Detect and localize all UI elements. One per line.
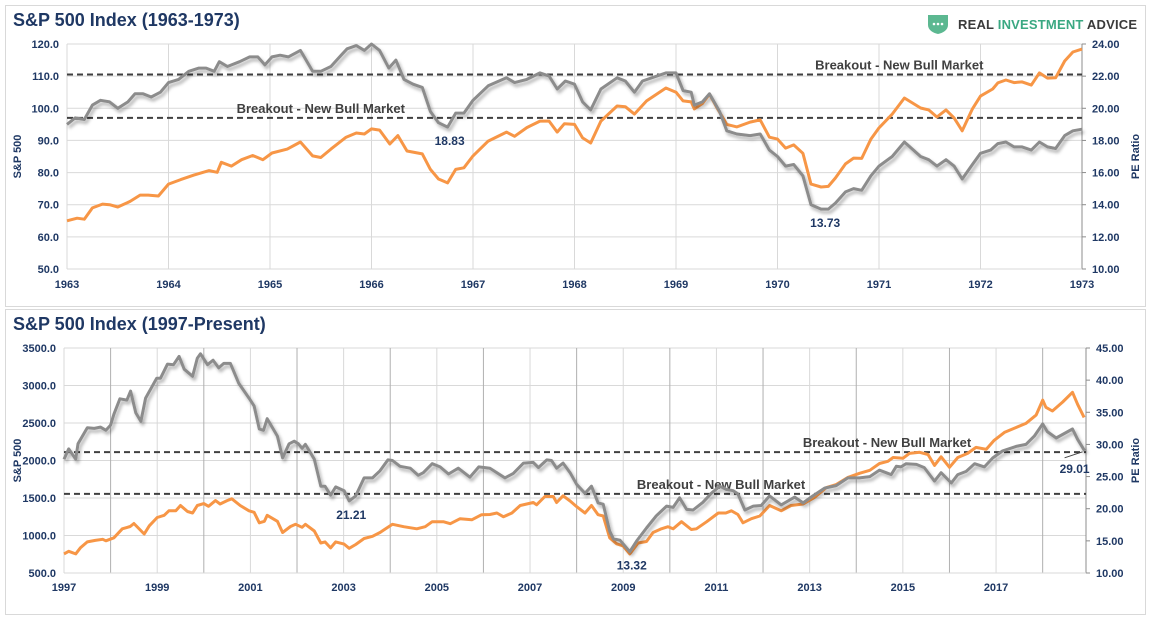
y2-tick-label: 12.00 xyxy=(1092,232,1120,244)
breakout-label: Breakout - New Bull Market xyxy=(237,101,406,116)
logo-text-advice: ADVICE xyxy=(1083,16,1138,32)
y-tick-label: 500.0 xyxy=(28,568,56,580)
y-tick-label: 3500.0 xyxy=(22,343,56,355)
x-tick-label: 2005 xyxy=(425,582,449,594)
y-tick-label: 100.0 xyxy=(31,103,59,115)
x-tick-label: 2015 xyxy=(891,582,915,594)
breakout-label: Breakout - New Bull Market xyxy=(637,477,806,492)
y2-tick-label: 25.00 xyxy=(1096,472,1124,484)
y-axis-title: S&P 500 xyxy=(12,135,24,179)
x-tick-label: 2017 xyxy=(984,582,1008,594)
y-tick-label: 2500.0 xyxy=(22,418,56,430)
x-tick-label: 1963 xyxy=(55,279,79,291)
y2-tick-label: 24.00 xyxy=(1092,39,1120,51)
x-tick-label: 1997 xyxy=(52,582,76,594)
y-tick-label: 70.0 xyxy=(38,200,59,212)
y-tick-label: 1000.0 xyxy=(22,531,56,543)
y2-tick-label: 14.00 xyxy=(1092,200,1120,212)
logo-text: REAL INVESTMENT ADVICE xyxy=(958,17,1137,32)
chart-1997-present: 500.0 1000.0 1500.0 2000.0 2500.0 3000.0 3500.… xyxy=(12,343,1142,594)
x-tick-label: 1970 xyxy=(765,279,789,291)
y2-tick-label: 30.00 xyxy=(1096,439,1124,451)
y2-axis-title: PE Ratio xyxy=(1130,438,1142,484)
logo: REAL INVESTMENT ADVICE xyxy=(926,13,1137,35)
y2-tick-label: 18.00 xyxy=(1092,135,1120,147)
y-tick-label: 90.0 xyxy=(38,135,59,147)
y-tick-label: 2000.0 xyxy=(22,456,56,468)
chart-1963-1973: 50.0 60.0 70.0 80.0 90.0 100.0 110.0 120.0 10.00… xyxy=(12,39,1142,291)
pe-ratio-line xyxy=(66,42,1083,211)
breakout-label: Breakout - New Bull Market xyxy=(815,58,984,73)
chart-panel-1963-1973: 50.0 60.0 70.0 80.0 90.0 100.0 110.0 120.0 10.00… xyxy=(5,5,1146,307)
pe-value-annotation: 29.01 xyxy=(1060,462,1090,476)
logo-text-real: REAL xyxy=(958,16,998,32)
pe-low-annotation: 18.83 xyxy=(435,134,465,148)
shield-logo-icon xyxy=(928,15,948,34)
x-tick-label: 1967 xyxy=(461,279,485,291)
y2-tick-label: 45.00 xyxy=(1096,343,1124,355)
x-tick-label: 1964 xyxy=(156,279,181,291)
y-axis-title: S&P 500 xyxy=(12,439,24,483)
sp500-line xyxy=(63,390,1086,556)
pe-ratio-line xyxy=(62,352,1086,554)
y2-tick-label: 22.00 xyxy=(1092,71,1120,83)
y-tick-label: 110.0 xyxy=(32,71,59,83)
y2-tick-label: 20.00 xyxy=(1092,103,1120,115)
x-tick-label: 1966 xyxy=(359,279,383,291)
x-tick-label: 1969 xyxy=(664,279,688,291)
x-tick-label: 2001 xyxy=(238,582,262,594)
x-tick-label: 1971 xyxy=(867,279,891,291)
y-tick-label: 3000.0 xyxy=(22,381,56,393)
y-tick-label: 60.0 xyxy=(38,232,59,244)
y-tick-label: 1500.0 xyxy=(22,493,56,505)
x-tick-label: 1999 xyxy=(145,582,169,594)
x-tick-label: 2013 xyxy=(797,582,821,594)
annotation-leader-line xyxy=(1064,451,1083,459)
y2-tick-label: 10.00 xyxy=(1096,568,1124,580)
y-tick-label: 80.0 xyxy=(38,168,59,180)
logo-text-investment: INVESTMENT xyxy=(997,16,1084,32)
y2-tick-label: 20.00 xyxy=(1096,504,1124,516)
breakout-label: Breakout - New Bull Market xyxy=(803,435,972,450)
x-tick-label: 2011 xyxy=(705,582,729,594)
x-tick-label: 1972 xyxy=(968,279,992,291)
x-tick-label: 2009 xyxy=(611,582,635,594)
sp500-line xyxy=(66,47,1083,223)
y2-tick-label: 16.00 xyxy=(1092,168,1120,180)
y2-tick-label: 35.00 xyxy=(1096,407,1124,419)
y2-tick-label: 15.00 xyxy=(1096,536,1124,548)
x-tick-label: 1965 xyxy=(258,279,282,291)
x-tick-label: 1973 xyxy=(1070,279,1094,291)
pe-low-annotation: 13.32 xyxy=(617,559,647,573)
x-tick-label: 1968 xyxy=(562,279,586,291)
chart-title: S&P 500 Index (1997-Present) xyxy=(13,314,266,334)
x-tick-label: 2003 xyxy=(331,582,355,594)
chart-title: S&P 500 Index (1963-1973) xyxy=(13,10,240,30)
y2-axis-title: PE Ratio xyxy=(1130,134,1142,180)
y-tick-label: 50.0 xyxy=(38,264,59,276)
chart-panel-1997-present: 500.0 1000.0 1500.0 2000.0 2500.0 3000.0 3500.… xyxy=(5,309,1146,615)
y-tick-label: 120.0 xyxy=(31,39,59,51)
pe-low-annotation: 13.73 xyxy=(810,216,840,230)
y2-tick-label: 40.00 xyxy=(1096,375,1124,387)
y2-tick-label: 10.00 xyxy=(1092,264,1120,276)
pe-low-annotation: 21.21 xyxy=(336,508,366,522)
x-tick-label: 2007 xyxy=(518,582,542,594)
